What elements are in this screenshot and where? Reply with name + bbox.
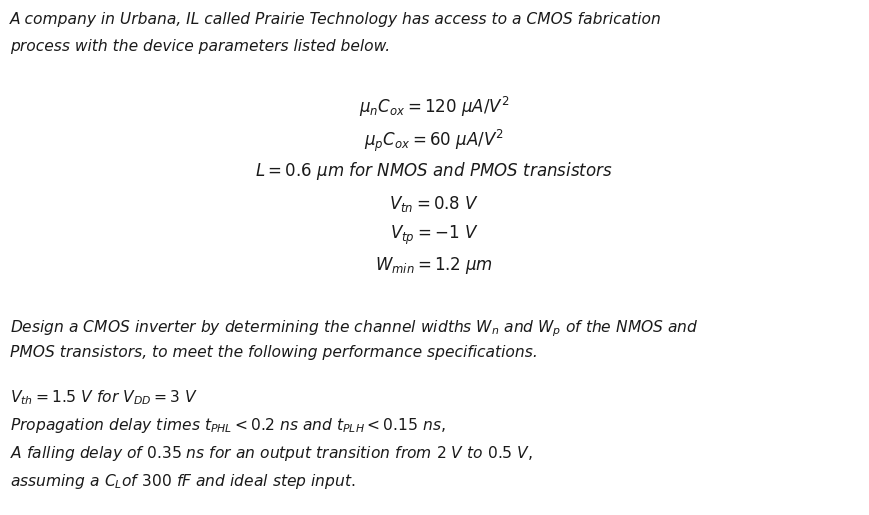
Text: $V_{tp}{=}{-}1\ V$: $V_{tp}{=}{-}1\ V$: [390, 224, 478, 247]
Text: $\mu_n C_{ox} = 120\ \mu A/V^2$: $\mu_n C_{ox} = 120\ \mu A/V^2$: [359, 95, 509, 119]
Text: process with the device parameters listed below.: process with the device parameters liste…: [10, 39, 390, 54]
Text: $\mu_p C_{ox} = 60\ \mu A/V^2$: $\mu_p C_{ox} = 60\ \mu A/V^2$: [364, 128, 504, 154]
Text: $\mathit{Propagation\ delay\ times}\ t_{PHL}{<} 0.2\ \mathit{ns\ and}\ t_{PLH}{<: $\mathit{Propagation\ delay\ times}\ t_{…: [10, 416, 446, 435]
Text: Design a CMOS inverter by determining the channel widths $W_n$ and $W_p$ of the : Design a CMOS inverter by determining th…: [10, 318, 699, 338]
Text: A company in Urbana, IL called Prairie Technology has access to a CMOS fabricati: A company in Urbana, IL called Prairie T…: [10, 12, 662, 27]
Text: $V_{tn}{=}0.8\ V$: $V_{tn}{=}0.8\ V$: [389, 194, 479, 214]
Text: PMOS transistors, to meet the following performance specifications.: PMOS transistors, to meet the following …: [10, 345, 538, 360]
Text: $W_{min}{=}1.2\ \mu m$: $W_{min}{=}1.2\ \mu m$: [375, 255, 493, 276]
Text: $\mathit{assuming\ a}\ C_L\mathit{of\ 300\ fF\ and\ ideal\ step\ input.}$: $\mathit{assuming\ a}\ C_L\mathit{of\ 30…: [10, 472, 355, 491]
Text: $\mathit{A\ falling\ delay\ of\ 0.35\ ns\ for\ an\ output\ transition\ from\ 2\ : $\mathit{A\ falling\ delay\ of\ 0.35\ ns…: [10, 444, 533, 463]
Text: $L{=}0.6\ \mu m\ \mathit{for\ NMOS\ and\ PMOS\ transistors}$: $L{=}0.6\ \mu m\ \mathit{for\ NMOS\ and\…: [255, 160, 613, 182]
Text: $V_{th} = 1.5\ V\ for\ V_{DD} = 3\ V$: $V_{th} = 1.5\ V\ for\ V_{DD} = 3\ V$: [10, 388, 198, 407]
